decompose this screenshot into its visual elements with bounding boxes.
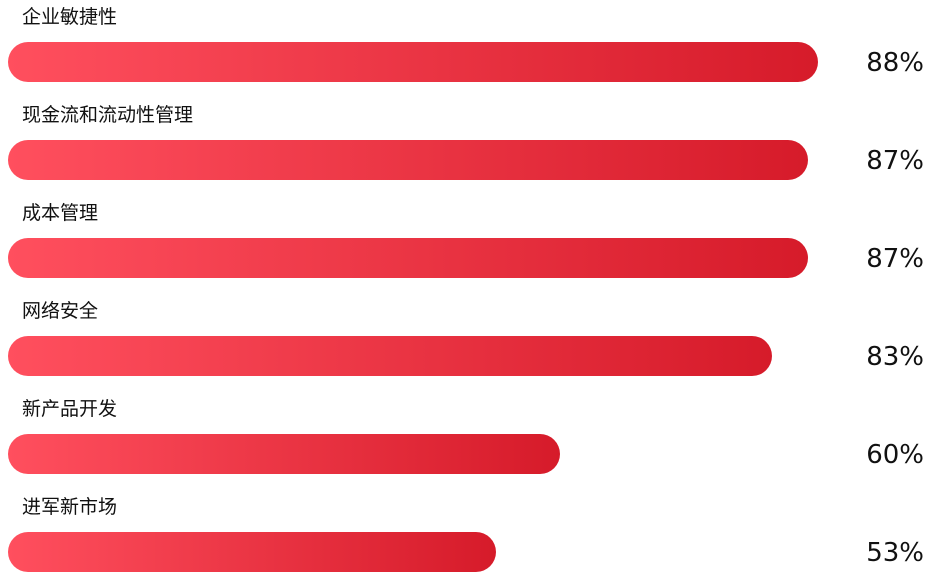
bar bbox=[8, 532, 496, 572]
bar bbox=[8, 336, 772, 376]
category-label: 进军新市场 bbox=[22, 496, 118, 518]
category-label: 企业敏捷性 bbox=[22, 6, 118, 28]
bar bbox=[8, 238, 808, 278]
bar bbox=[8, 140, 808, 180]
value-label: 87% bbox=[866, 244, 924, 274]
value-label: 53% bbox=[866, 538, 924, 568]
value-label: 60% bbox=[866, 440, 924, 470]
value-label: 87% bbox=[866, 146, 924, 176]
value-label: 88% bbox=[866, 48, 924, 78]
bar bbox=[8, 42, 818, 82]
value-label: 83% bbox=[866, 342, 924, 372]
bar bbox=[8, 434, 560, 474]
category-label: 网络安全 bbox=[22, 300, 99, 322]
category-label: 新产品开发 bbox=[22, 398, 118, 420]
category-label: 现金流和流动性管理 bbox=[22, 104, 194, 126]
category-label: 成本管理 bbox=[22, 202, 99, 224]
